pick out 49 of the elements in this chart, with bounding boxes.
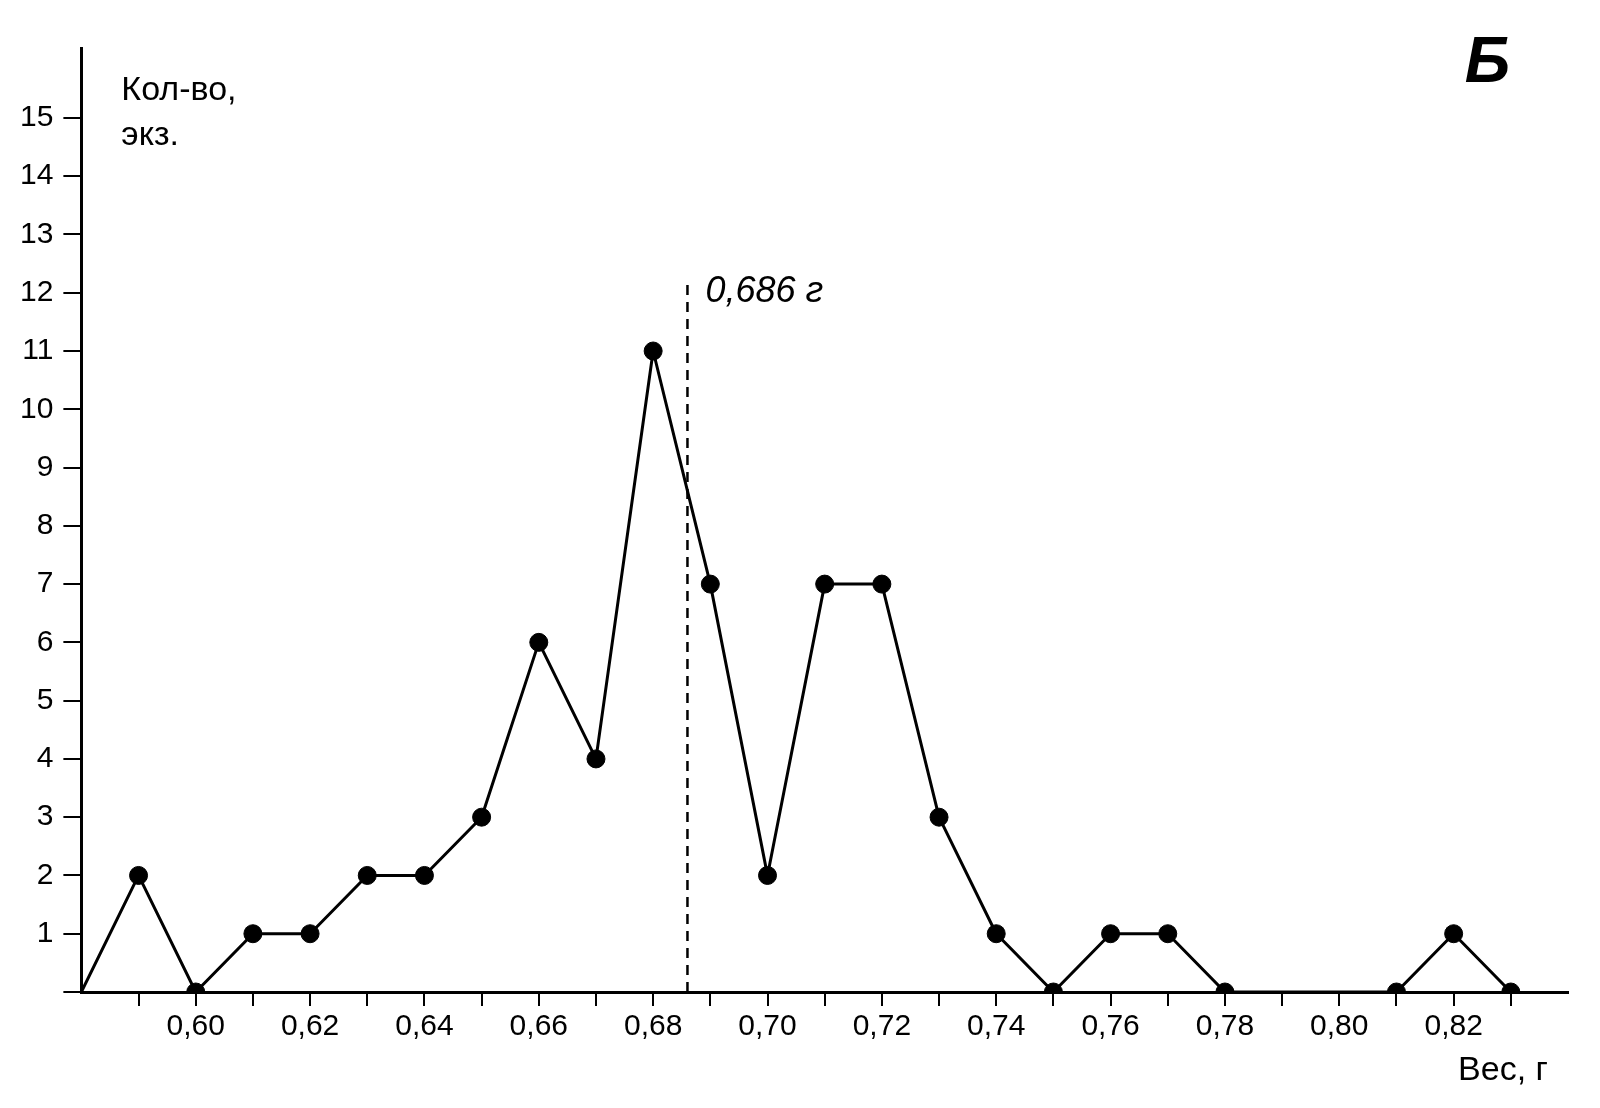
y-tick-label: 2	[36, 856, 54, 890]
x-tick-label: 0,70	[738, 1008, 797, 1042]
point	[300, 924, 320, 944]
point	[872, 574, 892, 594]
point	[414, 865, 434, 885]
y-tick-label: 11	[22, 332, 54, 366]
point	[1158, 924, 1178, 944]
x-tick-label: 0,60	[166, 1008, 225, 1042]
annotation: Б	[1464, 24, 1510, 96]
point	[758, 865, 778, 885]
x-tick-label: 0,76	[1081, 1008, 1140, 1042]
point	[243, 924, 263, 944]
point	[472, 807, 492, 827]
x-tick-label: 0,74	[967, 1008, 1026, 1042]
point	[357, 865, 377, 885]
y-tick-label: 6	[36, 623, 54, 657]
y-tick-label: 14	[19, 157, 54, 191]
x-tick-label: 0,82	[1424, 1008, 1483, 1042]
y-tick-label: 9	[36, 448, 54, 482]
y-tick-label: 8	[36, 507, 54, 541]
point	[815, 574, 835, 594]
x-tick-label: 0,80	[1310, 1008, 1369, 1042]
y-tick-label: 12	[19, 274, 54, 308]
point	[1444, 924, 1464, 944]
y-tick-label: 4	[36, 740, 54, 774]
y-tick-label: 10	[19, 390, 54, 424]
y-tick-label: 3	[36, 798, 54, 832]
point	[129, 865, 149, 885]
x-tick-label: 0,72	[852, 1008, 912, 1042]
y-tick-label: 13	[19, 215, 54, 249]
y-axis-title: Кол-во, экз.	[121, 69, 237, 152]
x-tick-label: 0,78	[1195, 1008, 1255, 1042]
point	[700, 574, 720, 594]
point	[529, 632, 549, 652]
x-axis-title: Вес, г	[1458, 1049, 1548, 1087]
x-tick-label: 0,66	[509, 1008, 568, 1042]
y-tick-label: 1	[36, 914, 54, 948]
y-tick-label: 7	[36, 565, 54, 599]
point	[643, 341, 663, 361]
ref-line-label: 0,686 г	[705, 269, 824, 311]
x-tick-label: 0,64	[395, 1008, 454, 1042]
x-tick-label: 0,62	[280, 1008, 340, 1042]
point	[986, 924, 1006, 944]
y-tick-label: 15	[19, 99, 54, 133]
x-tick-label: 0,68	[623, 1008, 683, 1042]
point	[1101, 924, 1121, 944]
y-tick-label: 5	[36, 681, 54, 715]
point	[586, 749, 606, 769]
point	[929, 807, 949, 827]
